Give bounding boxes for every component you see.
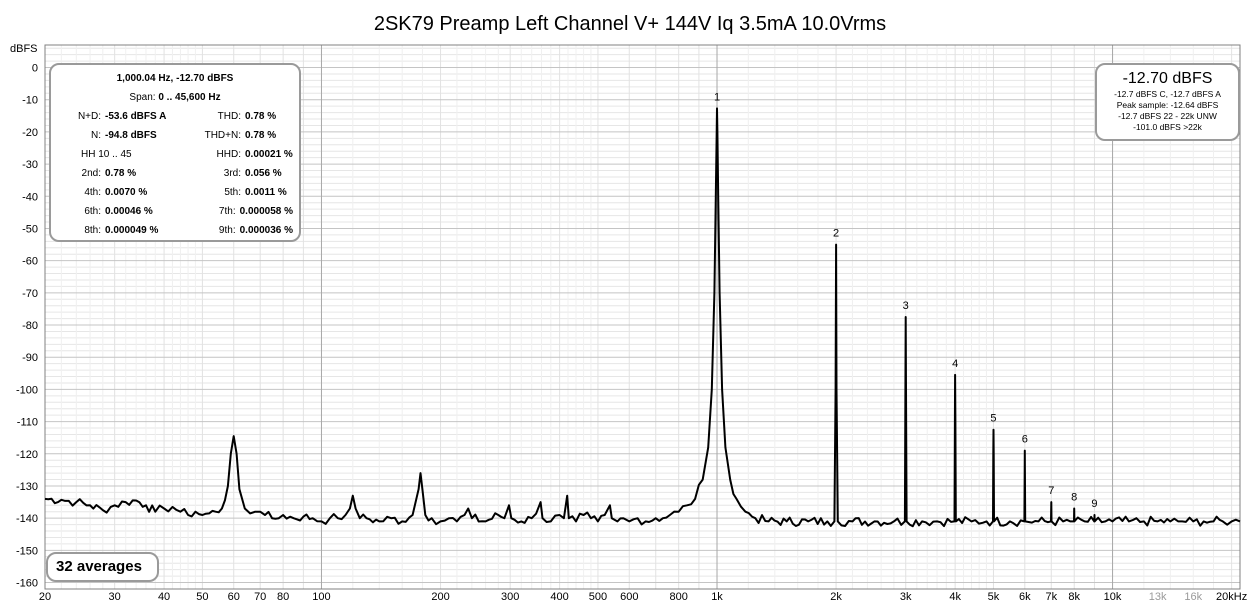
harmonic-label-8: 8: [1071, 492, 1077, 504]
y-tick-label: -110: [17, 417, 38, 429]
y-tick-label: -90: [22, 352, 38, 364]
chart-title: 2SK79 Preamp Left Channel V+ 144V Iq 3.5…: [374, 13, 886, 35]
x-tick-label: 80: [277, 591, 289, 603]
harmonic-labels: 1 2 3 4 5 6 7 8 9: [714, 91, 1098, 510]
x-axis-ticks: 20 30 40 50 60 70 80 100 200 300 400 500 600 800 1k 2k 3…: [39, 591, 1247, 603]
x-tick-label: 100: [312, 591, 330, 603]
harmonic-label-3: 3: [903, 300, 909, 312]
harmonic-label-2: 2: [833, 228, 839, 240]
x-tick-label: 4k: [949, 591, 961, 603]
plot-frame: [44, 44, 1241, 590]
x-tick-label: 5k: [988, 591, 1000, 603]
stats-row-h6-h7: 6th: 0.00046 % 7th: 0.000058 %: [84, 206, 293, 217]
x-tick-label: 40: [158, 591, 170, 603]
x-tick-label: 600: [620, 591, 638, 603]
x-tick-label: 70: [254, 591, 266, 603]
x-tick-label: 13k: [1149, 591, 1167, 603]
x-tick-label: 400: [550, 591, 568, 603]
y-axis-ticks: 0 -10 -20 -30 -40 -50 -60 -70 -80 -90 -100 -110 -120…: [16, 63, 38, 590]
level-main: -12.70 dBFS: [1122, 70, 1213, 87]
stats-row-nd-thd: N+D: -53.6 dBFS A THD: 0.78 %: [77, 111, 277, 122]
stats-row-h2-h3: 2nd: 0.78 % 3rd: 0.056 %: [81, 168, 282, 179]
harmonic-label-4: 4: [952, 358, 958, 370]
stats-row-h8-h9: 8th: 0.000049 % 9th: 0.000036 %: [84, 225, 293, 236]
harmonic-label-1: 1: [714, 91, 720, 103]
x-tick-label: 7k: [1045, 591, 1057, 603]
harmonic-label-9: 9: [1091, 498, 1097, 510]
y-tick-label: -130: [16, 481, 38, 493]
harmonic-label-7: 7: [1048, 485, 1054, 497]
x-tick-label: 300: [501, 591, 519, 603]
x-tick-label: 3k: [900, 591, 912, 603]
x-tick-label: 10k: [1104, 591, 1122, 603]
y-tick-label: -160: [16, 578, 38, 590]
stats-row-h4-h5: 4th: 0.0070 % 5th: 0.0011 %: [84, 187, 287, 198]
level-line-3: -12.7 dBFS 22 - 22k UNW: [1118, 111, 1217, 121]
y-tick-label: -140: [16, 513, 38, 525]
x-tick-label: 8k: [1068, 591, 1080, 603]
x-tick-label: 1k: [711, 591, 723, 603]
level-line-1: -12.7 dBFS C, -12.7 dBFS A: [1114, 89, 1221, 99]
x-tick-label: 20: [39, 591, 51, 603]
stats-row-hh-hhd: HH 10 .. 45 HHD: 0.00021 %: [81, 149, 293, 160]
y-tick-label: -10: [22, 95, 38, 107]
level-readout-panel[interactable]: -12.70 dBFS -12.7 dBFS C, -12.7 dBFS A P…: [1095, 63, 1240, 141]
y-tick-label: -50: [22, 223, 38, 235]
x-tick-label: 30: [109, 591, 121, 603]
harmonic-label-6: 6: [1022, 434, 1028, 446]
y-tick-label: -150: [16, 545, 38, 557]
distortion-stats-panel[interactable]: 1,000.04 Hz, -12.70 dBFS Span: 0 .. 45,6…: [49, 63, 301, 242]
x-tick-label: 500: [589, 591, 607, 603]
y-tick-label: -120: [16, 449, 38, 461]
level-line-2: Peak sample: -12.64 dBFS: [1116, 100, 1219, 110]
y-tick-label: -20: [22, 127, 38, 139]
y-tick-label: 0: [32, 63, 38, 75]
x-tick-label: 16k: [1184, 591, 1202, 603]
x-tick-label: 200: [431, 591, 449, 603]
x-tick-label: 800: [669, 591, 687, 603]
y-tick-label: -60: [22, 256, 38, 268]
y-tick-label: -100: [16, 384, 38, 396]
x-tick-label: 6k: [1019, 591, 1031, 603]
stats-row-n-thdn: N: -94.8 dBFS THD+N: 0.78 %: [91, 130, 277, 141]
y-tick-label: -30: [22, 159, 38, 171]
y-axis-label: dBFS: [10, 43, 38, 55]
y-tick-label: -70: [22, 288, 38, 300]
x-tick-label: 2k: [830, 591, 842, 603]
stats-header: 1,000.04 Hz, -12.70 dBFS: [116, 73, 234, 84]
stats-span: Span: 0 .. 45,600 Hz: [129, 92, 221, 103]
level-line-4: -101.0 dBFS >22k: [1133, 122, 1202, 132]
x-tick-label: 20kHz: [1216, 591, 1247, 603]
y-tick-label: -80: [22, 320, 38, 332]
harmonic-label-5: 5: [990, 413, 996, 425]
spectrum-trace: [44, 107, 1241, 528]
x-tick-label: 60: [228, 591, 240, 603]
averages-badge[interactable]: 32 averages: [46, 552, 159, 582]
x-tick-label: 50: [196, 591, 208, 603]
y-tick-label: -40: [22, 191, 38, 203]
